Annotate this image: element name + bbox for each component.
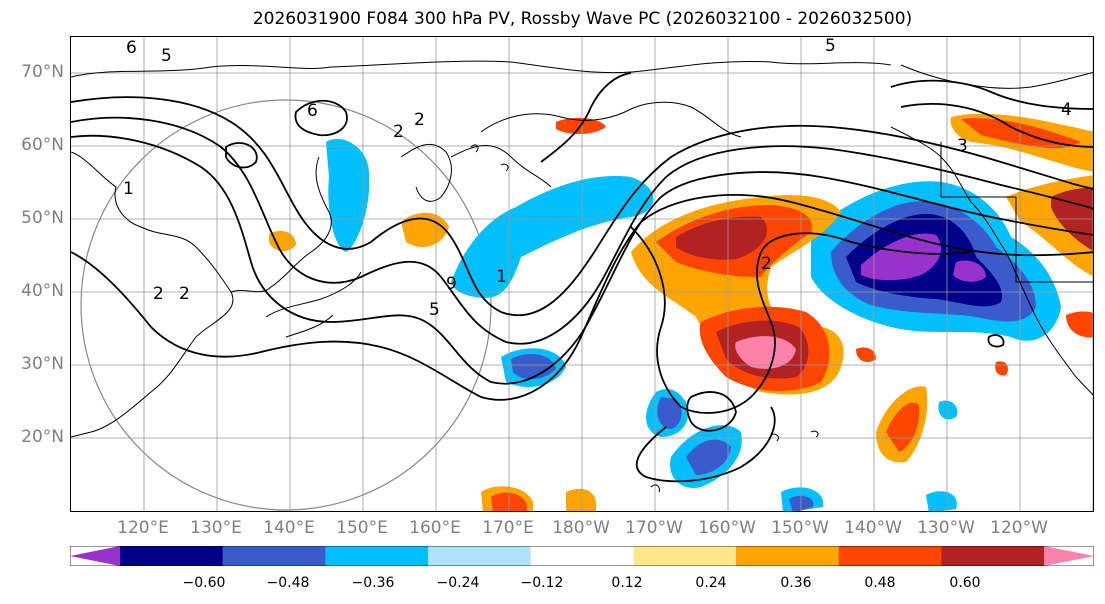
contour-label: 4 — [1061, 100, 1072, 120]
colorbar-tick-label: −0.48 — [266, 575, 310, 591]
shade-pos-024 — [269, 230, 296, 252]
lon-label-130e: 130°E — [190, 518, 242, 538]
contour-label: 1 — [123, 179, 134, 199]
shade-pos-036 — [961, 118, 1081, 149]
colorbar-tick-label: 0.24 — [695, 575, 727, 591]
colorbar-segment — [325, 546, 429, 566]
shade-neg-060 — [953, 260, 986, 282]
contour-label: 2 — [179, 284, 190, 304]
lon-label-150w: 150°W — [771, 518, 829, 538]
shade-neg-036 — [511, 354, 556, 380]
shade-pos-048 — [1051, 188, 1093, 251]
shade-neg-024 — [326, 138, 370, 252]
colorbar-extend-high — [1044, 546, 1094, 566]
positive-anomaly-shading — [269, 113, 1093, 511]
colorbar-tick-label: −0.36 — [351, 575, 395, 591]
shade-neg-024 — [926, 491, 957, 511]
lat-label-50n: 50°N — [21, 208, 64, 228]
colorbar-segment — [941, 546, 1045, 566]
lon-label-170w: 170°W — [625, 518, 683, 538]
colorbar-tick-label: 0.36 — [780, 575, 812, 591]
colorbar-segment — [120, 546, 224, 566]
contour-label: 5 — [825, 37, 836, 56]
contour-label: 9 — [446, 274, 457, 294]
contour-label: 5 — [429, 300, 440, 320]
negative-anomaly-shading — [326, 138, 1061, 511]
colorbar-extend-low — [70, 546, 120, 566]
coastlines — [71, 60, 1093, 493]
shade-pos-024 — [995, 361, 1008, 376]
colorbar-segment — [222, 546, 326, 566]
contour-label: 1 — [496, 267, 507, 287]
shade-pos-024 — [566, 488, 596, 511]
shade-pos-048 — [676, 216, 767, 260]
colorbar-tick-label: 0.60 — [949, 575, 981, 591]
pv-contours — [71, 72, 1093, 483]
shade-neg-060 — [861, 233, 941, 281]
contour-label: 6 — [307, 101, 318, 121]
contour-label: 2 — [761, 254, 772, 274]
colorbar-tick-label: 0.48 — [864, 575, 896, 591]
contour-label: 2 — [153, 284, 164, 304]
colorbar-tick-label: −0.60 — [182, 575, 226, 591]
lon-label-120e: 120°E — [117, 518, 169, 538]
lon-label-160w: 160°W — [698, 518, 756, 538]
shade-neg-024 — [938, 400, 958, 420]
lat-label-40n: 40°N — [21, 281, 64, 301]
shade-neg-036 — [686, 439, 731, 475]
shade-pos-024 — [401, 212, 449, 247]
lon-label-140e: 140°E — [263, 518, 315, 538]
map-panel: 6 5 6 2 2 5 4 3 2 1 2 2 9 5 1 — [70, 36, 1094, 512]
lat-label-70n: 70°N — [21, 62, 64, 82]
colorbar-tick-label: 0.12 — [611, 575, 643, 591]
colorbar-segment — [838, 546, 942, 566]
colorbar-tick-label: −0.24 — [436, 575, 480, 591]
contour-label: 2 — [393, 122, 404, 142]
lat-label-30n: 30°N — [21, 354, 64, 374]
lon-label-130w: 130°W — [917, 518, 975, 538]
shade-neg-024 — [451, 176, 654, 298]
contour-label: 3 — [957, 136, 968, 156]
colorbar-segment — [633, 546, 737, 566]
lon-label-140w: 140°W — [844, 518, 902, 538]
shade-pos-036 — [886, 402, 920, 452]
lon-label-120w: 120°W — [990, 518, 1048, 538]
shade-neg-036 — [657, 397, 682, 429]
contour-labels: 6 5 6 2 2 5 4 3 2 1 2 2 9 5 1 — [123, 37, 1072, 320]
lon-label-170e: 170°E — [482, 518, 534, 538]
lon-label-150e: 150°E — [336, 518, 388, 538]
shade-pos-024 — [1066, 311, 1093, 338]
colorbar-segment — [428, 546, 532, 566]
colorbar-tick-label: −0.12 — [520, 575, 564, 591]
colorbar — [70, 546, 1094, 566]
lon-label-180w: 180°W — [552, 518, 610, 538]
graticule — [71, 37, 1093, 511]
shade-pos-060 — [735, 336, 796, 369]
contour-label: 2 — [414, 110, 425, 130]
lat-label-20n: 20°N — [21, 427, 64, 447]
contour-label: 6 — [126, 38, 137, 58]
contour-label: 5 — [161, 46, 172, 66]
map-title: 2026031900 F084 300 hPa PV, Rossby Wave … — [252, 9, 913, 29]
colorbar-segment — [530, 546, 634, 566]
colorbar-segment — [736, 546, 840, 566]
shade-pos-024 — [856, 347, 876, 362]
lat-label-60n: 60°N — [21, 135, 64, 155]
lon-label-160e: 160°E — [409, 518, 461, 538]
